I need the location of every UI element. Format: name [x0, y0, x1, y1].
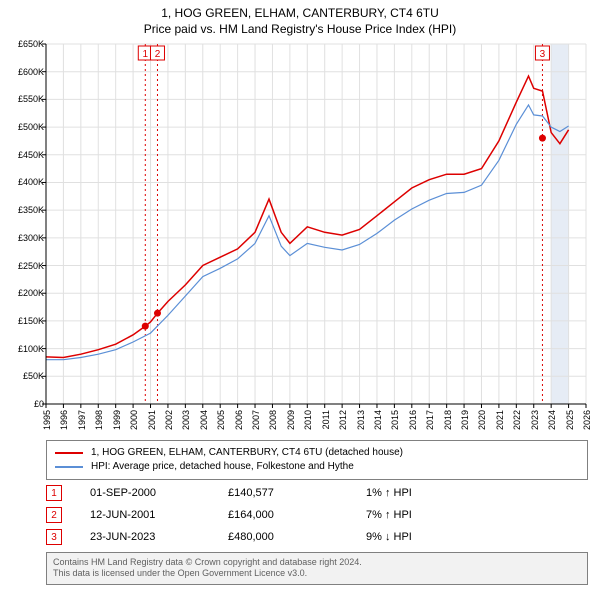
x-tick-label: 2014	[373, 410, 383, 430]
x-tick-label: 2024	[547, 410, 557, 430]
plot-area: 12 3	[46, 44, 586, 404]
legend: 1, HOG GREEN, ELHAM, CANTERBURY, CT4 6TU…	[46, 440, 588, 480]
x-tick-label: 2009	[286, 410, 296, 430]
svg-text:2: 2	[155, 49, 161, 60]
y-tick-label: £250K	[18, 261, 44, 271]
x-tick-label: 1995	[42, 410, 52, 430]
data-attribution: Contains HM Land Registry data © Crown c…	[46, 552, 588, 585]
event-delta-3: 9% ↓ HPI	[366, 531, 476, 543]
event-delta-1: 1% ↑ HPI	[366, 487, 476, 499]
x-tick-label: 2001	[147, 410, 157, 430]
x-tick-label: 2021	[495, 410, 505, 430]
x-tick-label: 2022	[512, 410, 522, 430]
x-tick-label: 1997	[77, 410, 87, 430]
x-tick-label: 2003	[181, 410, 191, 430]
event-delta-2: 7% ↑ HPI	[366, 509, 476, 521]
y-tick-label: £650K	[18, 39, 44, 49]
chart-title-line1: 1, HOG GREEN, ELHAM, CANTERBURY, CT4 6TU	[0, 6, 600, 20]
footer-line1: Contains HM Land Registry data © Crown c…	[53, 557, 581, 568]
legend-swatch-subject	[55, 452, 83, 454]
x-tick-label: 2013	[356, 410, 366, 430]
events-table: 1 01-SEP-2000 £140,577 1% ↑ HPI 2 12-JUN…	[46, 482, 476, 548]
x-tick-label: 2000	[129, 410, 139, 430]
x-tick-label: 1996	[59, 410, 69, 430]
y-tick-label: £500K	[18, 122, 44, 132]
event-marker-1: 1	[46, 485, 62, 501]
legend-item-subject: 1, HOG GREEN, ELHAM, CANTERBURY, CT4 6TU…	[55, 446, 579, 460]
x-tick-label: 2018	[443, 410, 453, 430]
legend-item-hpi: HPI: Average price, detached house, Folk…	[55, 460, 579, 474]
event-price-3: £480,000	[228, 531, 338, 543]
x-tick-label: 2016	[408, 410, 418, 430]
x-tick-label: 2023	[530, 410, 540, 430]
x-tick-label: 2019	[460, 410, 470, 430]
event-row-2: 2 12-JUN-2001 £164,000 7% ↑ HPI	[46, 504, 476, 526]
y-tick-label: £50K	[23, 371, 44, 381]
chart-subtitle: Price paid vs. HM Land Registry's House …	[0, 22, 600, 36]
svg-text:1: 1	[143, 49, 149, 60]
x-tick-label: 2002	[164, 410, 174, 430]
y-tick-label: £450K	[18, 150, 44, 160]
chart-container: 1, HOG GREEN, ELHAM, CANTERBURY, CT4 6TU…	[0, 0, 600, 590]
x-tick-label: 2005	[216, 410, 226, 430]
x-tick-label: 2015	[390, 410, 400, 430]
event-price-2: £164,000	[228, 509, 338, 521]
event-date-3: 23-JUN-2023	[90, 531, 200, 543]
y-tick-label: £400K	[18, 177, 44, 187]
footer-line2: This data is licensed under the Open Gov…	[53, 568, 581, 579]
legend-label-subject: 1, HOG GREEN, ELHAM, CANTERBURY, CT4 6TU…	[91, 446, 403, 460]
y-tick-label: £200K	[18, 288, 44, 298]
y-tick-label: £550K	[18, 94, 44, 104]
event-marker-3: 3	[46, 529, 62, 545]
x-tick-label: 1998	[94, 410, 104, 430]
event-row-1: 1 01-SEP-2000 £140,577 1% ↑ HPI	[46, 482, 476, 504]
y-tick-label: £150K	[18, 316, 44, 326]
y-tick-label: £300K	[18, 233, 44, 243]
y-tick-label: £100K	[18, 344, 44, 354]
x-tick-label: 2010	[303, 410, 313, 430]
x-tick-label: 2004	[199, 410, 209, 430]
svg-text:3: 3	[540, 49, 546, 60]
x-tick-label: 2007	[251, 410, 261, 430]
x-tick-label: 2017	[425, 410, 435, 430]
event-row-3: 3 23-JUN-2023 £480,000 9% ↓ HPI	[46, 526, 476, 548]
event-date-2: 12-JUN-2001	[90, 509, 200, 521]
legend-label-hpi: HPI: Average price, detached house, Folk…	[91, 460, 354, 474]
y-tick-label: £350K	[18, 205, 44, 215]
x-tick-label: 2011	[321, 410, 331, 429]
x-tick-label: 2012	[338, 410, 348, 430]
y-tick-label: £600K	[18, 67, 44, 77]
x-tick-label: 1999	[112, 410, 122, 430]
x-tick-label: 2020	[477, 410, 487, 430]
x-tick-label: 2006	[234, 410, 244, 430]
x-tick-label: 2008	[268, 410, 278, 430]
x-tick-label: 2025	[565, 410, 575, 430]
x-tick-label: 2026	[582, 410, 592, 430]
legend-swatch-hpi	[55, 466, 83, 468]
event-price-1: £140,577	[228, 487, 338, 499]
event-date-1: 01-SEP-2000	[90, 487, 200, 499]
event-marker-2: 2	[46, 507, 62, 523]
plot-svg: 12 3	[46, 44, 586, 404]
